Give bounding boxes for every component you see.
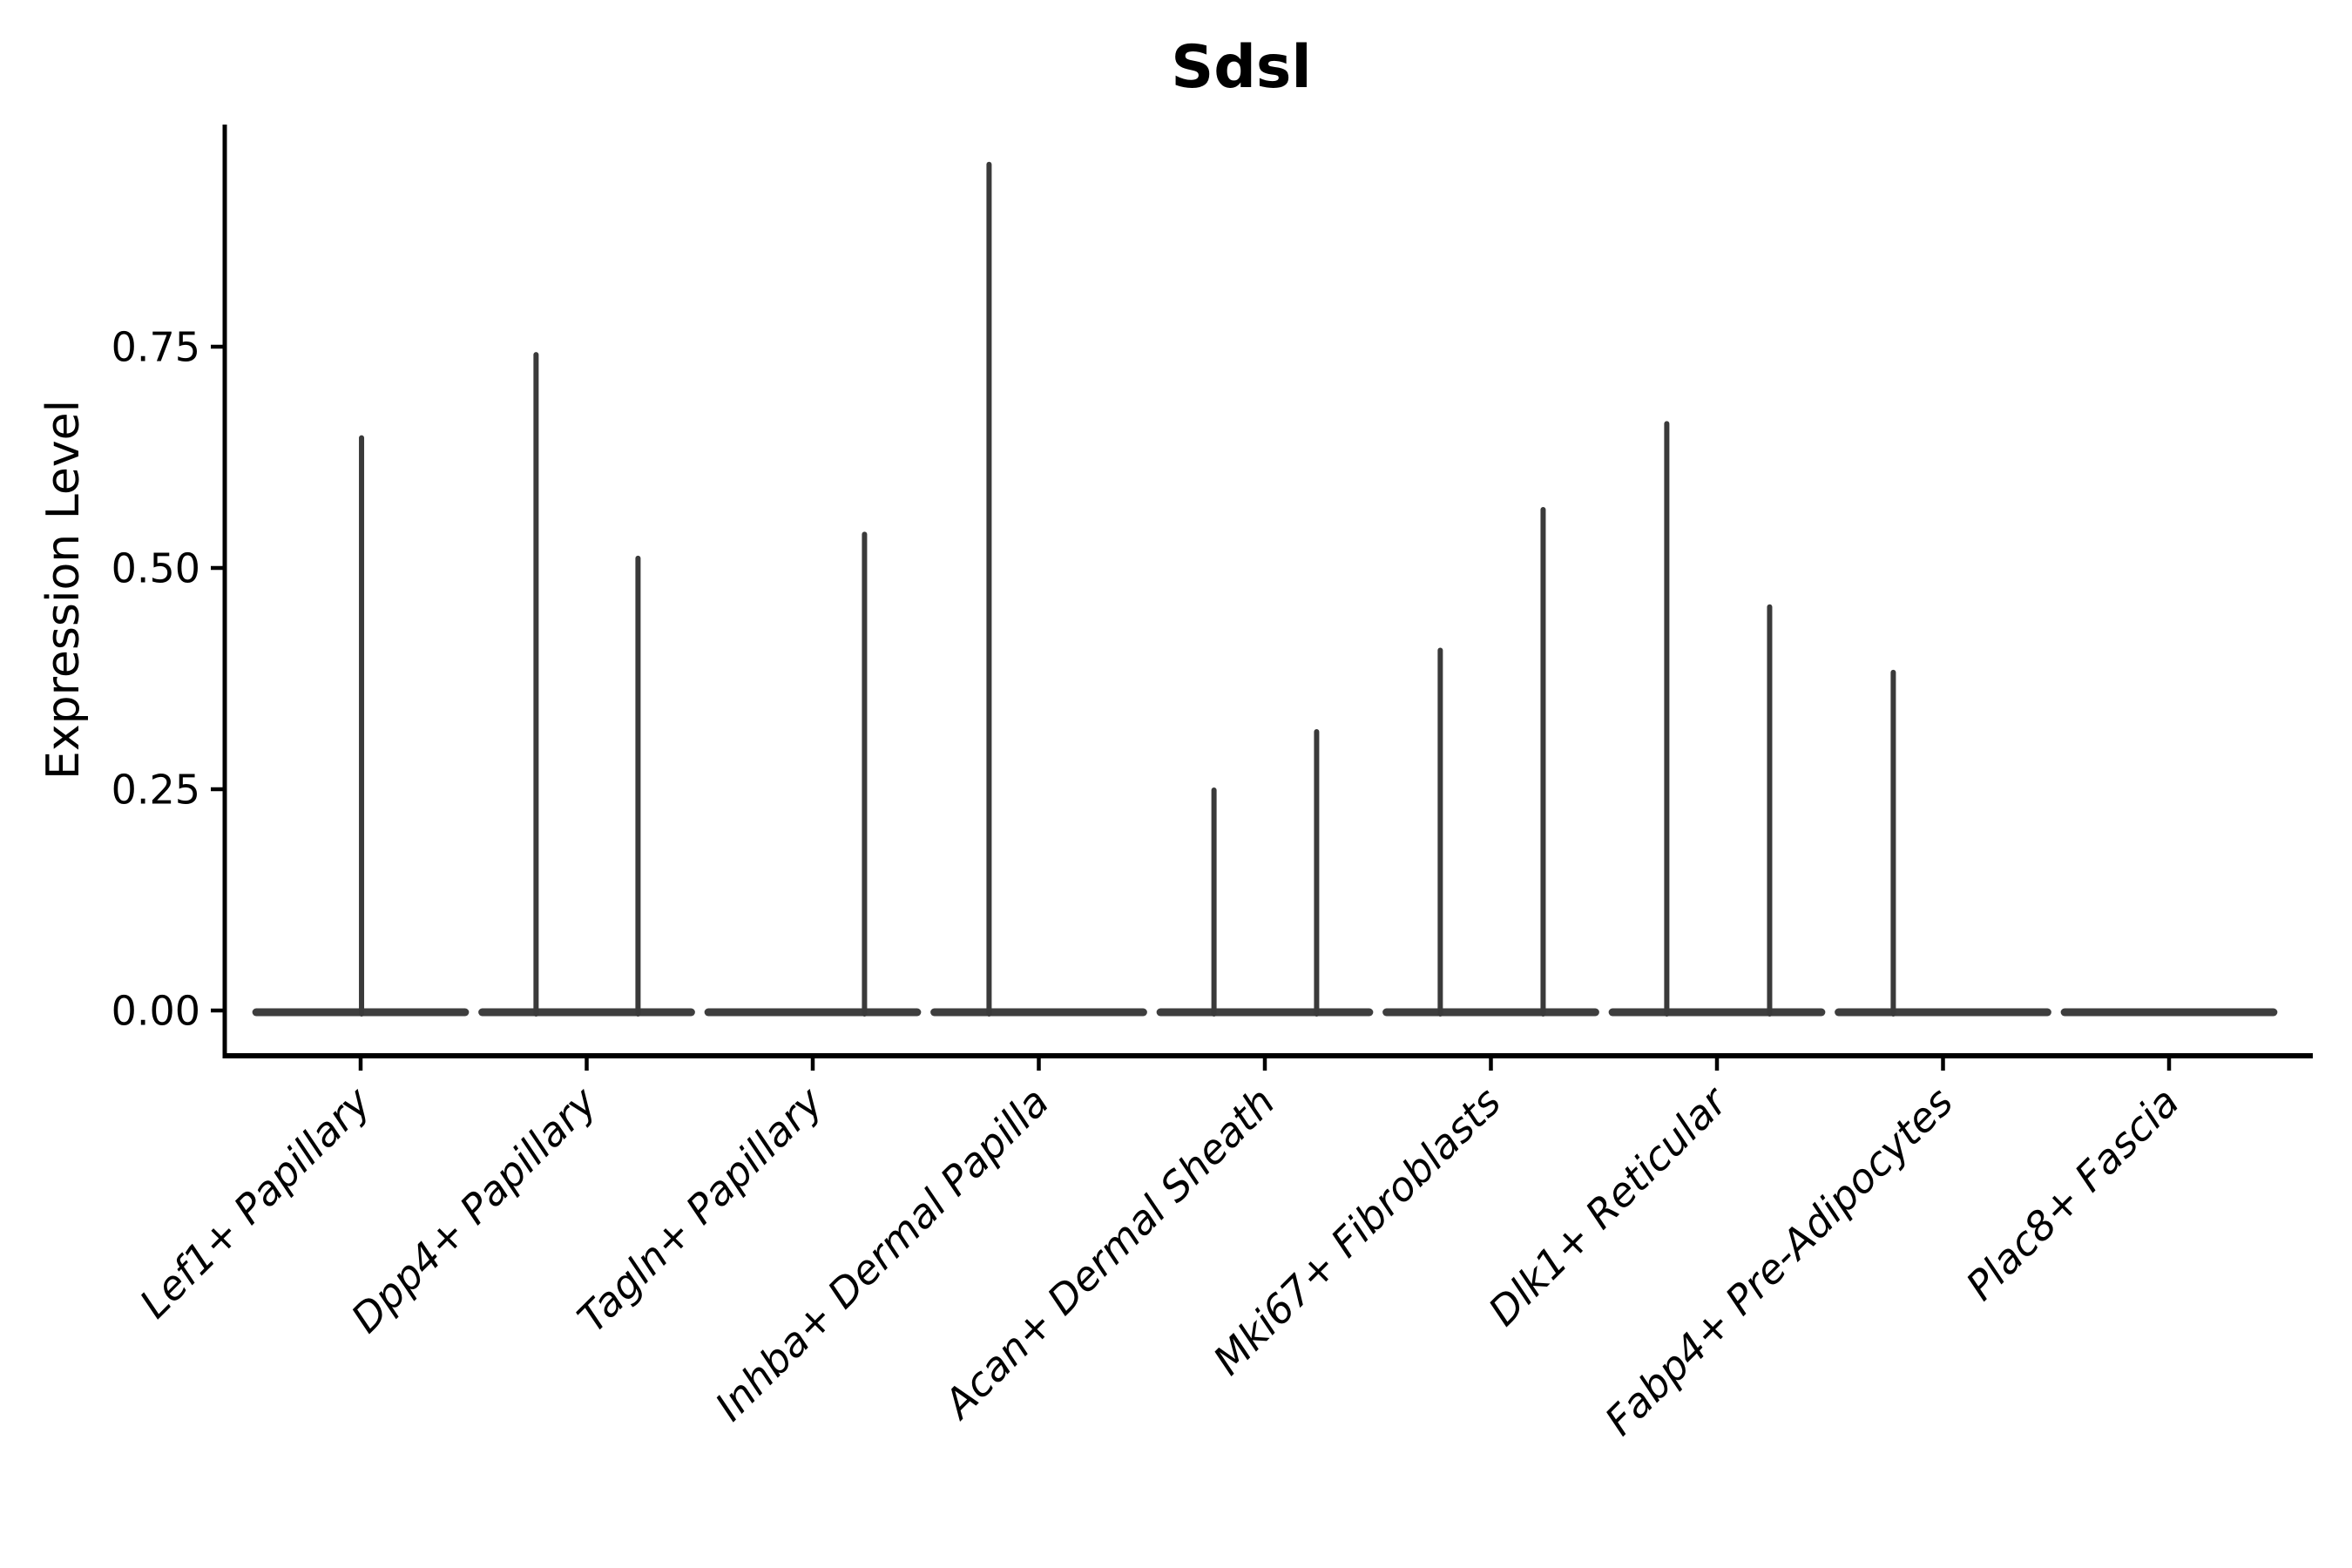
violin-3 (704, 531, 922, 1017)
x-tick-label: Tagln+ Papillary (568, 1078, 832, 1342)
y-axis-ticks: 0.00 0.25 0.50 0.75 (112, 324, 225, 1035)
x-tick-label: Plac8+ Fascia (1957, 1078, 2187, 1309)
violin-1 (252, 435, 470, 1017)
chart-title: Sdsl (1171, 33, 1311, 102)
violin-2 (478, 352, 695, 1017)
violin-5 (1156, 728, 1374, 1017)
violin-8 (1835, 669, 2051, 1017)
x-tick-label: Lef1+ Papillary (131, 1078, 380, 1327)
violin-4 (930, 161, 1147, 1017)
y-tick-label: 0.50 (112, 545, 200, 592)
x-tick-label: Dpp4+ Papillary (342, 1078, 606, 1342)
y-tick-label: 0.00 (112, 988, 200, 1035)
violin-6 (1382, 506, 1599, 1017)
violin-7 (1608, 421, 1826, 1017)
violin-series (252, 161, 2278, 1017)
y-tick-label: 0.75 (112, 324, 200, 371)
y-tick-label: 0.25 (112, 767, 200, 814)
y-axis-label: Expression Level (37, 400, 90, 780)
x-tick-label: Dlk1+ Reticular (1479, 1076, 1738, 1335)
axes (222, 125, 2313, 1058)
